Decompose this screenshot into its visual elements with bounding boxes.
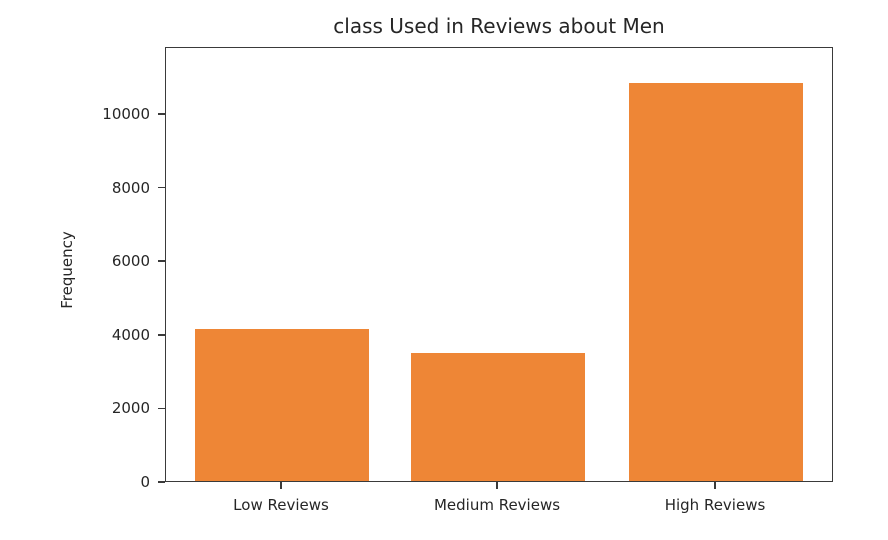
y-tick	[158, 113, 165, 115]
x-tick-label: Medium Reviews	[433, 496, 561, 514]
y-tick-label: 6000	[111, 252, 150, 271]
x-tick-label: High Reviews	[664, 496, 766, 514]
y-tick	[158, 334, 165, 336]
y-axis-label: Frequency	[58, 231, 76, 309]
y-tick-label: 10000	[102, 105, 150, 123]
x-tick	[280, 482, 282, 489]
bar-low-reviews	[195, 328, 369, 482]
chart-title: class Used in Reviews about Men	[333, 14, 665, 38]
x-tick-label: Low Reviews	[233, 496, 329, 514]
x-tick	[496, 482, 498, 489]
x-tick	[714, 482, 716, 489]
bar-medium-reviews	[411, 353, 585, 482]
y-tick	[158, 407, 165, 410]
y-tick	[158, 481, 165, 483]
y-tick	[158, 260, 165, 262]
y-tick-label: 4000	[111, 325, 150, 344]
y-tick-label: 2000	[111, 399, 150, 418]
y-tick	[158, 186, 165, 189]
y-tick-label: 8000	[111, 178, 150, 197]
bar-high-reviews	[629, 82, 803, 482]
plot-area	[165, 47, 833, 482]
y-tick-label: 0	[140, 473, 150, 491]
